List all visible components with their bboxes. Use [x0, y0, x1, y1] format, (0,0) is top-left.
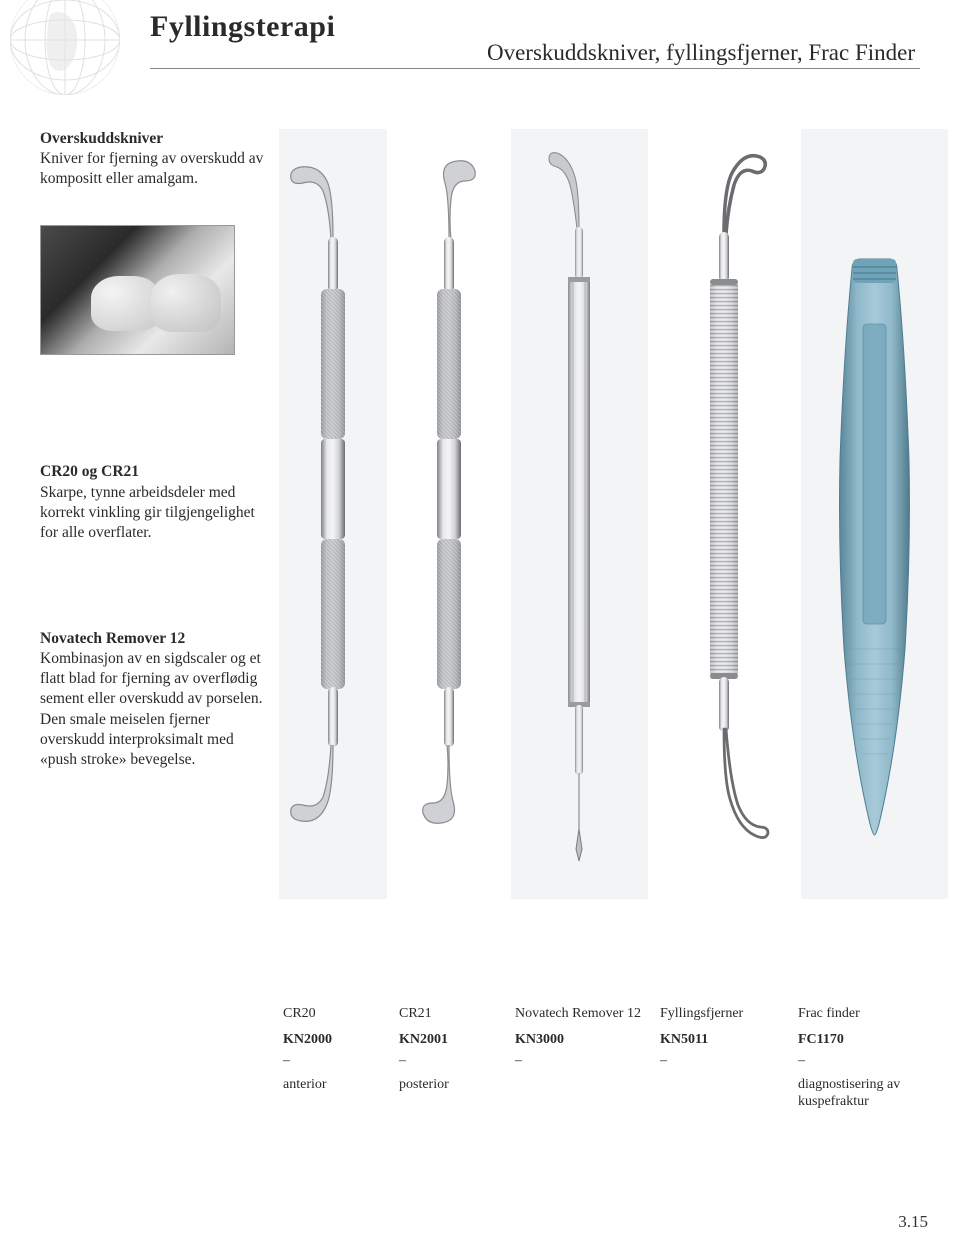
text-block-1: Overskuddskniver Kniver for fjerning av …: [40, 129, 265, 189]
instrument-novatech: [507, 129, 652, 899]
product-col-fyllingsfjerner: [652, 129, 797, 899]
cell-dash-2: –: [515, 1052, 660, 1070]
cell-note-1: posterior: [399, 1076, 515, 1094]
block3-title: Novatech Remover 12: [40, 630, 185, 647]
cell-code-2: KN3000: [515, 1031, 660, 1049]
cell-note-4: diagnostisering av kuspefraktur: [798, 1076, 933, 1111]
instrument-cr20: [275, 129, 391, 899]
cell-name-2: Novatech Remover 12: [515, 1005, 660, 1023]
cell-name-3: Fyllingsfjerner: [660, 1005, 798, 1023]
title-block: Fyllingsterapi Overskuddskniver, fylling…: [150, 10, 920, 69]
table-row-names: CR20 CR21 Novatech Remover 12 Fyllingsfj…: [283, 1005, 933, 1023]
table-row-codes: KN2000 KN2001 KN3000 KN5011 FC1170: [283, 1031, 933, 1049]
product-col-novatech: [507, 129, 652, 899]
cell-name-0: CR20: [283, 1005, 399, 1023]
block1-title: Overskuddskniver: [40, 130, 163, 147]
block2-body: Skarpe, tynne arbeidsde­ler med korrekt …: [40, 484, 255, 541]
clinical-photo: [40, 225, 235, 355]
text-block-2: CR20 og CR21 Skarpe, tynne arbeidsde­ler…: [40, 462, 265, 543]
cell-code-4: FC1170: [798, 1031, 933, 1049]
cell-note-0: anterior: [283, 1076, 399, 1094]
product-col-cr20: [275, 129, 391, 899]
block1-body: Kniver for fjerning av overskudd av komp…: [40, 150, 263, 187]
sidebar-text: Overskuddskniver Kniver for fjerning av …: [40, 129, 265, 899]
instrument-fyllingsfjerner: [652, 129, 797, 899]
product-table: CR20 CR21 Novatech Remover 12 Fyllingsfj…: [283, 1005, 933, 1115]
block3-body: Kombinasjon av en sigd­scaler og et flat…: [40, 650, 263, 768]
product-col-fracfinder: [797, 129, 952, 899]
cell-dash-3: –: [660, 1052, 798, 1070]
cell-dash-1: –: [399, 1052, 515, 1070]
table-row-notes: anterior posterior diagnostisering av ku…: [283, 1076, 933, 1111]
instrument-cr21: [391, 129, 507, 899]
cell-code-3: KN5011: [660, 1031, 798, 1049]
main-content: Overskuddskniver Kniver for fjerning av …: [0, 129, 960, 899]
product-images: [275, 129, 960, 899]
page-number: 3.15: [898, 1212, 928, 1232]
globe-logo-icon: [5, 0, 125, 100]
product-col-cr21: [391, 129, 507, 899]
cell-name-1: CR21: [399, 1005, 515, 1023]
instrument-fracfinder: [797, 129, 952, 899]
block2-title: CR20 og CR21: [40, 463, 139, 480]
text-block-3: Novatech Remover 12 Kombinasjon av en si…: [40, 629, 265, 770]
cell-code-0: KN2000: [283, 1031, 399, 1049]
cell-dash-4: –: [798, 1052, 933, 1070]
cell-name-4: Frac finder: [798, 1005, 933, 1023]
cell-dash-0: –: [283, 1052, 399, 1070]
cell-code-1: KN2001: [399, 1031, 515, 1049]
page-header: Fyllingsterapi Overskuddskniver, fylling…: [0, 0, 960, 69]
table-row-dashes: – – – – –: [283, 1052, 933, 1070]
page-title: Fyllingsterapi: [150, 10, 920, 44]
